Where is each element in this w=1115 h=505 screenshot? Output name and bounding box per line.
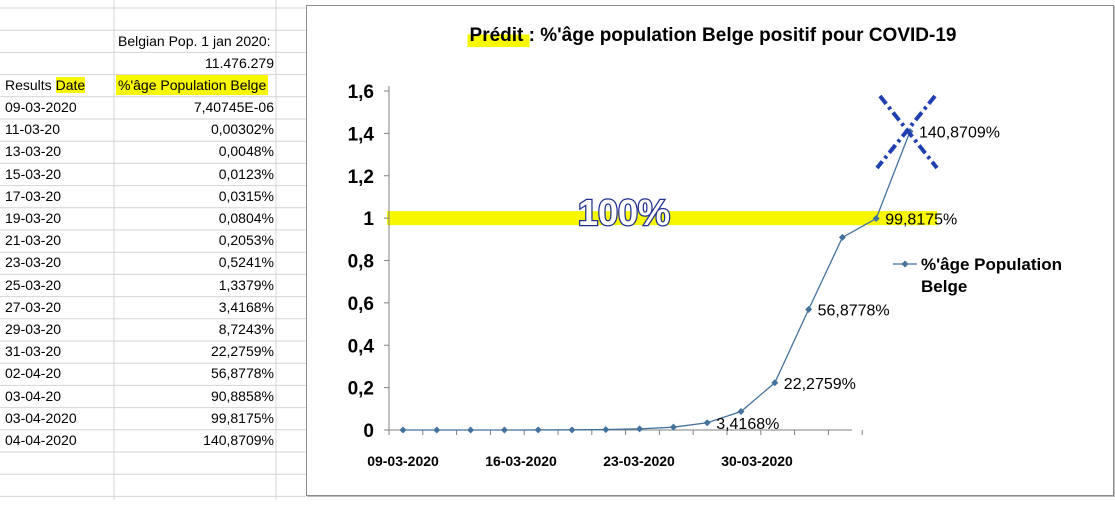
chart-title: Prédit : %'âge population Belge positif … [470,25,957,46]
y-tick-label: 0,8 [348,252,374,273]
date-cell[interactable]: 23-03-20 [5,254,62,271]
line-chart: Prédit : %'âge population Belge positif … [348,25,1062,469]
y-tick-label: 0,2 [348,379,374,400]
date-cell[interactable]: 29-03-20 [5,321,62,337]
legend-marker [901,260,909,268]
header-date: Date [55,77,86,93]
percentage-cell[interactable]: 0,2053% [218,232,274,249]
percentage-cell[interactable]: 8,7243% [218,321,274,337]
y-tick-label: 1,4 [348,124,375,145]
date-cell[interactable]: 15-03-20 [5,165,62,182]
x-tick-label: 09-03-2020 [367,453,439,469]
percentage-cell[interactable]: 90,8858% [210,387,274,404]
percentage-cell[interactable]: 56,8778% [210,365,274,382]
annotation-100-percent: 100% [578,192,670,233]
data-point [602,426,610,434]
data-label: 3,4168% [716,416,779,433]
data-point [805,305,813,313]
cross-out-line [875,94,937,170]
data-point [399,426,407,434]
date-cell[interactable]: 02-04-20 [5,365,62,382]
percentage-cell[interactable]: 3,4168% [218,298,274,315]
chart-object[interactable]: Prédit : %'âge population Belge positif … [306,5,1114,496]
series-line [402,131,911,431]
y-tick-label: 1,2 [348,167,374,188]
header-percentage[interactable]: %'âge Population Belge [116,75,269,95]
percentage-cell[interactable]: 0,00302% [210,121,274,138]
date-cell[interactable]: 04-04-2020 [5,432,77,448]
data-label: 99,8175% [885,212,957,229]
data-point [467,426,475,434]
highlight-band [387,211,937,226]
x-tick-label: 23-03-2020 [603,453,675,469]
date-cell[interactable]: 03-04-20 [5,387,62,404]
header-results: Results [5,77,52,93]
data-label: 56,8778% [818,302,890,319]
legend-label-line2: Belge [921,277,967,296]
date-cell[interactable]: 19-03-20 [5,210,62,226]
percentage-cell[interactable]: 140,8709% [203,432,274,448]
percentage-cell[interactable]: 0,5241% [218,254,274,271]
data-point [500,426,508,434]
x-tick-label: 16-03-2020 [485,453,557,469]
date-cell[interactable]: 03-04-2020 [5,409,77,426]
population-label[interactable]: Belgian Pop. 1 jan 2020: [118,33,271,49]
percentage-cell[interactable]: 99,8175% [210,409,274,426]
title-highlight [467,34,530,48]
y-tick-label: 0,4 [348,336,375,357]
percentage-cell[interactable]: 0,0123% [218,165,274,182]
header-results-cell[interactable]: Results Date [5,75,86,95]
data-point [636,425,644,433]
legend-label: %'âge Population Belge [921,255,1062,296]
data-point [771,379,779,387]
data-point [737,408,745,416]
data-point [433,426,441,434]
date-cell[interactable]: 21-03-20 [5,232,62,249]
data-label: 22,2759% [784,376,856,393]
data-point [872,215,880,223]
y-tick-label: 1 [363,209,374,230]
legend-label-line1: %'âge Population [921,255,1062,274]
percentage-cell[interactable]: 0,0048% [218,143,274,160]
percentage-cell[interactable]: 7,40745E-06 [193,99,274,115]
population-value[interactable]: 11.476.279 [204,55,274,71]
percentage-cell[interactable]: 1,3379% [218,276,274,293]
chart-title-rest: : %'âge population Belge positif pour CO… [523,25,956,46]
date-cell[interactable]: 27-03-20 [5,298,62,315]
data-point [534,426,542,434]
percentage-cell[interactable]: 0,0804% [218,210,274,226]
date-cell[interactable]: 31-03-20 [5,343,62,360]
data-point [838,233,846,241]
y-tick-label: 1,6 [348,82,374,103]
chart-title-prefix: Prédit [470,25,525,46]
date-cell[interactable]: 13-03-20 [5,143,62,160]
data-point [669,423,677,431]
date-cell[interactable]: 09-03-2020 [5,99,77,115]
percentage-cell[interactable]: 0,0315% [218,187,274,204]
x-tick-label: 30-03-2020 [721,453,793,469]
data-point [703,419,711,427]
y-tick-label: 0 [363,421,374,442]
data-point [568,426,576,434]
date-cell[interactable]: 17-03-20 [5,187,62,204]
date-cell[interactable]: 25-03-20 [5,276,62,293]
date-cell[interactable]: 11-03-20 [5,121,61,138]
data-label: 140,8709% [919,125,1000,142]
y-tick-label: 0,6 [348,294,374,315]
percentage-cell[interactable]: 22,2759% [210,343,274,360]
